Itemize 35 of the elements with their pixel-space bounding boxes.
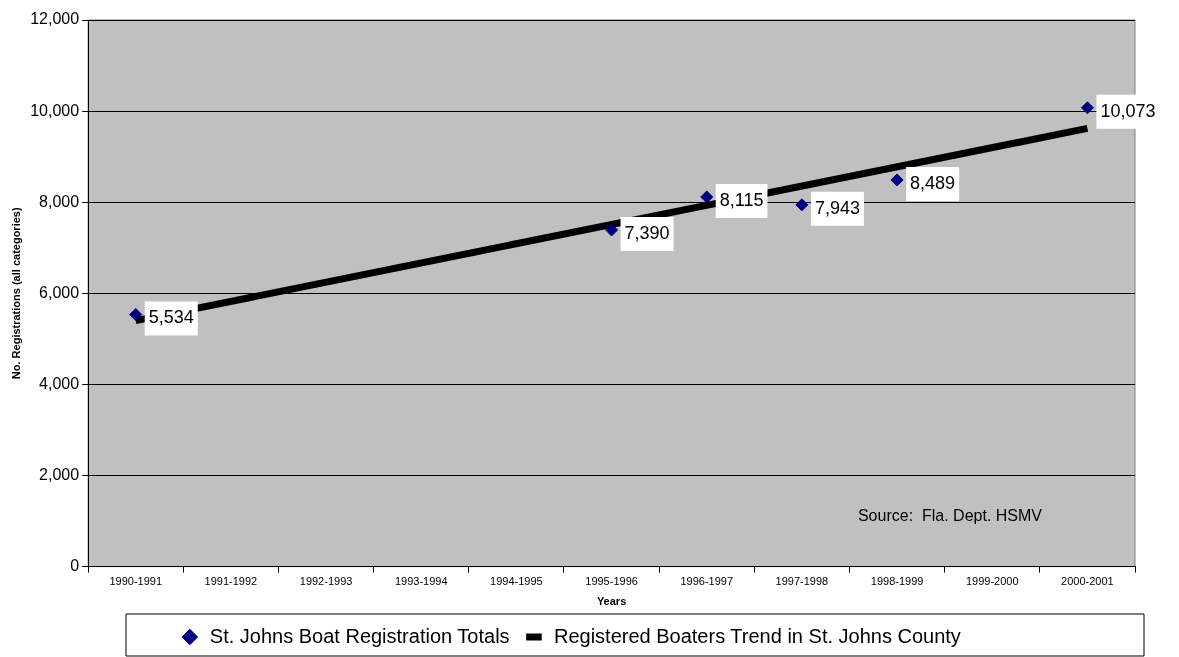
y-axis-title: No. Registrations (all categories) [9,207,22,380]
y-tick-label: 12,000 [30,10,80,28]
y-tick-label: 2,000 [39,465,80,483]
data-label: 10,073 [1100,100,1156,121]
y-tick-label: 0 [70,557,80,575]
data-label: 5,534 [148,307,194,328]
y-tick-label: 10,000 [30,101,80,119]
point [129,308,143,322]
point [700,190,714,204]
legend-label: Registered Boaters Trend in St. Johns County [553,624,961,647]
x-axis-title: Years [596,595,627,608]
y-tick-label: 4,000 [39,374,80,392]
point [795,198,809,212]
x-tick-label: 1995-1996 [585,575,638,588]
point [605,223,619,237]
x-tick-label: 1997-1998 [775,575,829,588]
x-tick-label: 1999-2000 [965,575,1019,588]
annotation: Source: Fla. Dept. HSMV [857,507,1043,525]
x-tick-label: 1991-1992 [204,575,258,588]
point [890,173,904,187]
x-tick-label: 1994-1995 [490,575,543,588]
data-label: 8,115 [719,189,764,210]
x-tick-label: 1990-1991 [109,575,163,588]
x-tick-label: 1992-1993 [299,575,353,588]
x-tick-label: 1993-1994 [394,575,448,588]
legend-label: St. Johns Boat Registration Totals [209,624,510,647]
y-tick-label: 6,000 [39,283,80,301]
data-label: 7,943 [814,197,860,218]
x-tick-label: 1998-1999 [870,575,924,588]
point [1080,101,1094,115]
data-label: 8,489 [910,172,956,193]
x-tick-label: 1996-1997 [680,575,734,588]
data-label: 7,390 [624,222,670,243]
x-tick-label: 2000-2001 [1061,575,1114,588]
y-tick-label: 8,000 [39,192,80,210]
